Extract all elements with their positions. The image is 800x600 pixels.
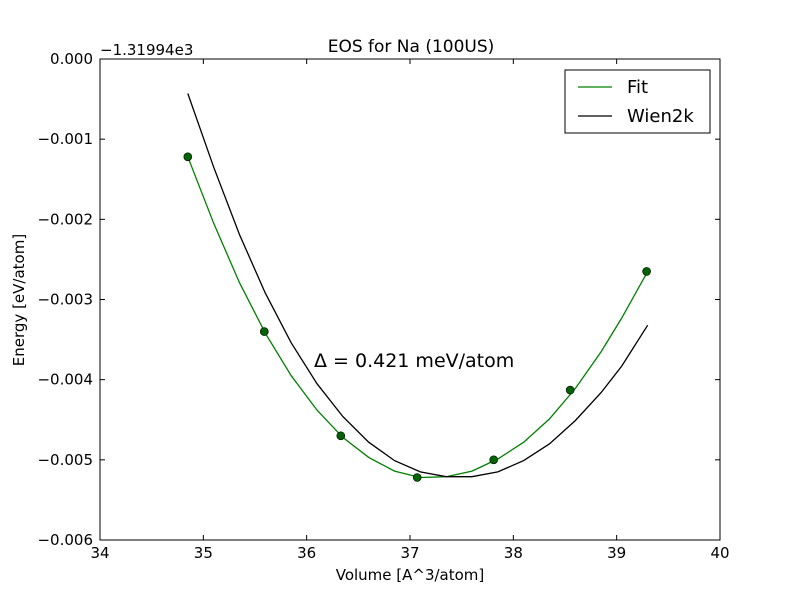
y-tick-label: −0.002 — [37, 210, 93, 228]
y-tick-label: 0.000 — [50, 50, 93, 68]
y-offset-label: −1.31994e3 — [100, 41, 193, 59]
data-point — [259, 327, 269, 336]
legend-label-wien2k: Wien2k — [627, 106, 694, 127]
plot-area — [183, 93, 651, 482]
x-tick-label: 37 — [400, 544, 419, 562]
legend-box — [564, 69, 711, 134]
y-tick-label: −0.003 — [37, 291, 93, 309]
x-tick-label: 38 — [504, 544, 523, 562]
x-tick-label: 40 — [710, 544, 729, 562]
y-axis-label: Energy [eV/atom] — [10, 234, 28, 366]
axis-ticks: 34 35 36 37 38 39 40 0.000 −0.001 −0.002 −0.003 −0.… — [37, 50, 729, 562]
y-tick-label: −0.006 — [37, 531, 93, 549]
data-point — [336, 431, 346, 441]
data-point — [412, 473, 422, 482]
series-line-wien2k — [187, 93, 649, 478]
x-tick-label: 36 — [297, 544, 316, 562]
data-point — [642, 267, 651, 276]
data-point — [565, 385, 575, 395]
legend-label-fit: Fit — [627, 77, 648, 98]
y-tick-label: −0.001 — [37, 130, 93, 148]
x-tick-label: 39 — [607, 544, 626, 562]
y-tick-label: −0.005 — [37, 451, 93, 469]
chart-title: EOS for Na (100US) — [328, 37, 495, 57]
x-axis-label: Volume [A^3/atom] — [336, 566, 485, 584]
data-point — [489, 455, 499, 465]
x-tick-label: 34 — [90, 544, 109, 562]
data-point — [183, 152, 193, 162]
x-tick-label: 35 — [194, 544, 213, 562]
legend: Fit Wien2k — [564, 69, 711, 134]
series-line-fit — [187, 156, 649, 479]
y-tick-label: −0.004 — [37, 371, 93, 389]
delta-annotation: Δ = 0.421 meV/atom — [314, 350, 514, 372]
